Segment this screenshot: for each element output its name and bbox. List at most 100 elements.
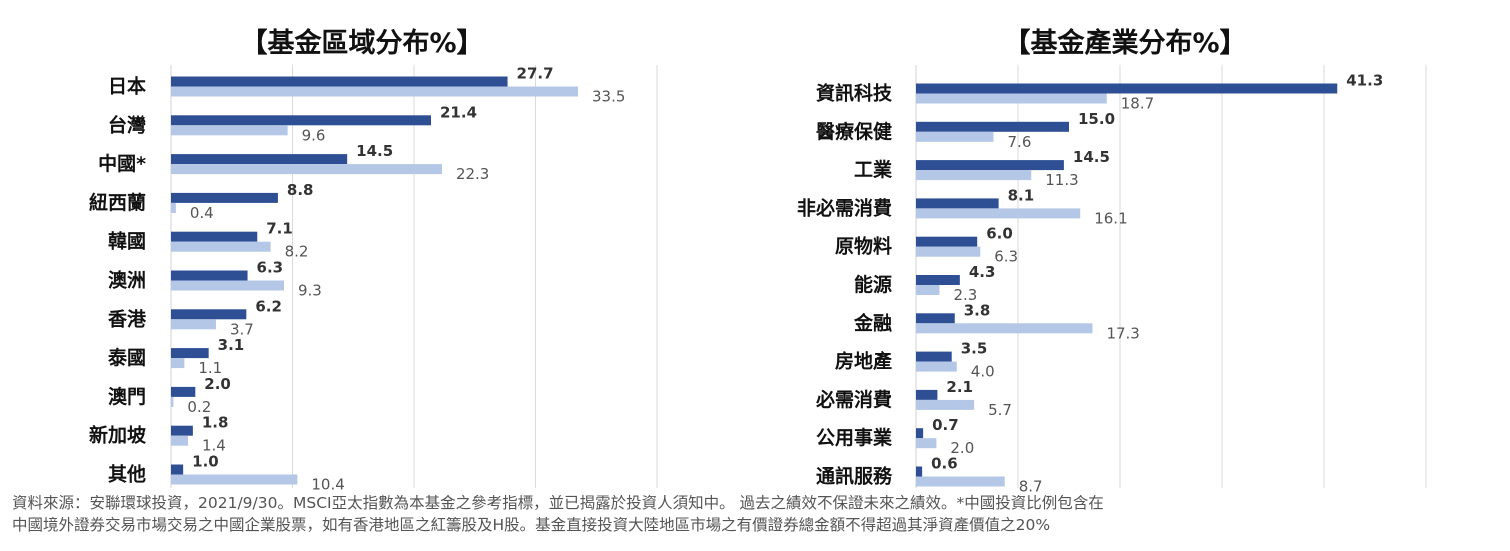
sector-data-label-fund: 0.7 <box>932 416 959 434</box>
region-data-label-benchmark: 33.5 <box>592 88 625 106</box>
region-row: 泰國 3.1 1.1 <box>107 336 244 377</box>
sector-row: 公用事業 0.7 2.0 <box>816 416 974 457</box>
sector-category-label: 工業 <box>854 158 893 181</box>
region-category-label: 韓國 <box>108 230 146 253</box>
region-bar-benchmark <box>171 164 442 175</box>
region-bar-benchmark <box>171 396 174 407</box>
sector-bar-benchmark <box>916 93 1107 104</box>
sector-data-label-benchmark: 18.7 <box>1121 95 1154 113</box>
sector-bar-fund <box>916 351 952 362</box>
region-bar-fund <box>171 425 193 436</box>
sector-bar-fund <box>916 313 955 324</box>
region-category-label: 中國* <box>98 152 146 175</box>
region-data-label-benchmark: 9.3 <box>298 282 322 300</box>
sector-category-label: 必需消費 <box>815 388 892 411</box>
sector-bar-benchmark <box>916 476 1005 487</box>
sector-data-label-fund: 8.1 <box>1008 186 1035 204</box>
sector-bar-fund <box>916 389 938 400</box>
region-data-label-fund: 8.8 <box>287 181 314 199</box>
region-data-label-benchmark: 22.3 <box>456 165 489 183</box>
sector-data-label-fund: 3.8 <box>964 301 991 319</box>
sector-data-label-benchmark: 2.0 <box>950 439 974 457</box>
sector-row: 非必需消費 8.1 16.1 <box>797 186 1128 227</box>
region-bar-fund <box>171 270 248 281</box>
region-data-label-benchmark: 0.2 <box>187 398 211 416</box>
sector-category-label: 能源 <box>854 273 892 296</box>
region-bar-benchmark <box>171 86 579 97</box>
region-data-label-fund: 27.7 <box>517 65 554 83</box>
region-data-label-benchmark: 9.6 <box>302 126 326 144</box>
region-data-label-benchmark: 3.7 <box>230 320 254 338</box>
sector-row: 必需消費 2.1 5.7 <box>815 378 1012 419</box>
sector-row: 能源 4.3 2.3 <box>854 263 995 304</box>
region-row: 澳洲 6.3 9.3 <box>108 259 322 300</box>
footnote-line-2: 中國境外證券交易市場交易之中國企業股票，如有香港地區之紅籌股及H股。基金直接投資… <box>12 516 1051 534</box>
sector-row: 房地產 3.5 4.0 <box>835 340 995 381</box>
sector-bar-fund <box>916 160 1064 171</box>
region-bar-benchmark <box>171 358 185 369</box>
region-bar-benchmark <box>171 202 176 213</box>
region-gridlines <box>170 65 658 488</box>
region-data-label-benchmark: 0.4 <box>190 204 214 222</box>
sector-data-label-fund: 6.0 <box>986 225 1013 243</box>
sector-data-label-fund: 0.6 <box>931 455 958 473</box>
region-data-label-fund: 6.2 <box>255 297 282 315</box>
sector-category-label: 資訊科技 <box>816 82 893 105</box>
sector-category-label: 通訊服務 <box>816 465 893 488</box>
region-row: 紐西蘭 8.8 0.4 <box>89 181 314 222</box>
sector-data-label-fund: 4.3 <box>969 263 996 281</box>
region-row: 其他 1.0 10.4 <box>108 453 345 494</box>
sector-data-label-fund: 3.5 <box>961 340 988 358</box>
footnote-line-1: 資料來源：安聯環球投資，2021/9/30。MSCI亞太指數為本基金之參考指標，… <box>12 494 1104 512</box>
region-bar-fund <box>171 192 278 203</box>
sector-distribution-chart: 【基金產業分布%】 資訊科技 41.3 18.7 醫療保健 15.0 7.6 工業 14.5 1… <box>797 27 1427 496</box>
sector-data-label-fund: 2.1 <box>946 378 973 396</box>
sector-category-label: 非必需消費 <box>797 196 892 219</box>
region-data-label-benchmark: 1.4 <box>202 437 226 455</box>
sector-row: 醫療保健 15.0 7.6 <box>816 110 1115 151</box>
region-category-label: 香港 <box>107 308 147 330</box>
sector-bar-benchmark <box>916 246 981 257</box>
region-data-label-fund: 14.5 <box>356 142 393 160</box>
sector-bar-fund <box>916 236 978 247</box>
sector-data-label-benchmark: 11.3 <box>1045 171 1078 189</box>
sector-bar-fund <box>916 198 999 209</box>
sector-bar-benchmark <box>916 323 1093 334</box>
sector-bar-benchmark <box>916 361 957 372</box>
region-row: 台灣 21.4 9.6 <box>108 103 477 144</box>
region-distribution-chart: 【基金區域分布%】 日本 27.7 33.5 台灣 21.4 9.6 中國* 14.5 22.3… <box>89 27 658 494</box>
region-row: 澳門 2.0 0.2 <box>108 375 231 416</box>
sector-category-label: 房地產 <box>835 350 892 373</box>
sector-bar-fund <box>916 83 1338 94</box>
region-row: 中國* 14.5 22.3 <box>98 142 489 183</box>
region-bar-fund <box>171 115 432 126</box>
region-row: 日本 27.7 33.5 <box>108 65 625 106</box>
region-category-label: 台灣 <box>108 113 146 136</box>
sector-data-label-benchmark: 2.3 <box>953 286 977 304</box>
sector-data-label-fund: 41.3 <box>1346 72 1383 90</box>
sector-data-label-benchmark: 6.3 <box>994 248 1018 266</box>
sector-data-label-benchmark: 7.6 <box>1008 133 1032 151</box>
region-category-label: 新加坡 <box>89 424 147 447</box>
region-data-label-fund: 21.4 <box>440 103 477 121</box>
sector-data-label-fund: 15.0 <box>1078 110 1115 128</box>
sector-bar-fund <box>916 275 960 285</box>
region-bar-benchmark <box>171 280 284 291</box>
region-category-label: 澳洲 <box>108 269 146 292</box>
sector-bar-benchmark <box>916 208 1081 219</box>
region-bar-fund <box>171 231 258 242</box>
region-bar-fund <box>171 309 247 320</box>
region-bar-benchmark <box>171 474 298 485</box>
region-category-label: 其他 <box>108 463 146 486</box>
sector-data-label-fund: 14.5 <box>1073 148 1110 166</box>
sector-data-label-benchmark: 17.3 <box>1106 324 1139 342</box>
sector-bar-fund <box>916 466 923 477</box>
region-category-label: 泰國 <box>107 346 146 369</box>
region-data-label-benchmark: 10.4 <box>311 476 344 494</box>
region-row: 新加坡 1.8 1.4 <box>89 414 228 455</box>
sector-category-label: 醫療保健 <box>816 120 892 143</box>
sector-data-label-benchmark: 16.1 <box>1094 209 1127 227</box>
region-bar-fund <box>171 76 508 87</box>
footnote: 資料來源：安聯環球投資，2021/9/30。MSCI亞太指數為本基金之參考指標，… <box>12 492 1504 536</box>
sector-data-label-benchmark: 4.0 <box>971 363 995 381</box>
